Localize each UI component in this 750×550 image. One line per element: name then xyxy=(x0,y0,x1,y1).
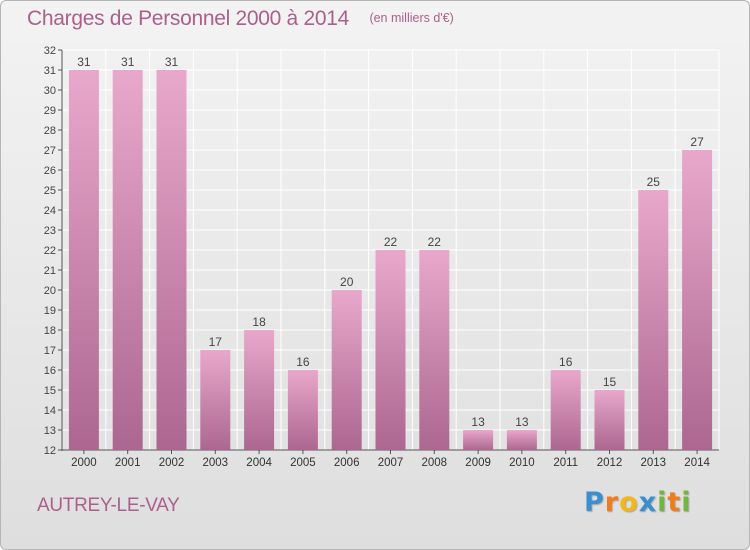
y-tick-label: 22 xyxy=(44,245,56,257)
proxiti-logo[interactable]: Proxiti xyxy=(584,487,692,518)
chart-title: Charges de Personnel 2000 à 2014 xyxy=(27,7,349,30)
logo-letter: x xyxy=(638,487,658,518)
y-tick-label: 27 xyxy=(44,145,56,157)
x-tick-label-2010: 2010 xyxy=(509,457,535,469)
y-tick-label: 31 xyxy=(44,65,56,77)
data-label-2003: 17 xyxy=(209,335,223,349)
logo-letter: t xyxy=(667,487,682,518)
x-tick-label-2008: 2008 xyxy=(422,457,448,469)
x-tick-label-2005: 2005 xyxy=(290,457,316,469)
bar-2012[interactable] xyxy=(594,390,625,450)
bar-2001[interactable] xyxy=(112,70,143,450)
x-tick-label-2000: 2000 xyxy=(71,457,97,469)
bar-2011[interactable] xyxy=(550,370,581,450)
y-tick-label: 18 xyxy=(44,325,56,337)
logo-letter: P xyxy=(584,487,605,518)
chart-unit: (en milliers d'€) xyxy=(369,11,454,25)
y-tick-label: 20 xyxy=(44,285,56,297)
x-tick-label-2009: 2009 xyxy=(465,457,491,469)
data-label-2013: 25 xyxy=(647,175,661,189)
data-label-2001: 31 xyxy=(121,55,135,69)
x-tick-labels: 2000 2001 2002 2003 2004 2005 2006 2007 2008 2009… xyxy=(71,457,710,469)
title-row: Charges de Personnel 2000 à 2014 (en mil… xyxy=(27,7,454,31)
x-tick-label-2003: 2003 xyxy=(203,457,229,469)
y-tick-label: 28 xyxy=(44,125,56,137)
commune-name: AUTREY-LE-VAY xyxy=(37,495,180,516)
y-tick-label: 17 xyxy=(44,345,56,357)
y-tick-label: 25 xyxy=(44,185,56,197)
data-label-2011: 16 xyxy=(559,355,573,369)
bars xyxy=(68,70,713,450)
y-tick-label: 19 xyxy=(44,305,56,317)
data-label-2010: 13 xyxy=(515,415,529,429)
x-tick-label-2001: 2001 xyxy=(115,457,141,469)
y-tick-label: 29 xyxy=(44,105,56,117)
bar-2002[interactable] xyxy=(156,70,187,450)
data-label-2002: 31 xyxy=(165,55,179,69)
x-tick-label-2004: 2004 xyxy=(246,457,272,469)
data-label-2004: 18 xyxy=(252,315,266,329)
x-tick-label-2014: 2014 xyxy=(684,457,710,469)
y-tick-label: 16 xyxy=(44,365,56,377)
y-tick-label: 32 xyxy=(44,45,56,57)
data-label-2000: 31 xyxy=(77,55,91,69)
logo-letter: r xyxy=(604,487,620,518)
y-tick-label: 14 xyxy=(44,405,56,417)
y-tick-label: 13 xyxy=(44,425,56,437)
y-tick-label: 23 xyxy=(44,225,56,237)
data-label-2007: 22 xyxy=(384,235,398,249)
x-tick-label-2007: 2007 xyxy=(378,457,404,469)
logo-letter: i xyxy=(681,487,692,518)
bar-2005[interactable] xyxy=(287,370,318,450)
y-tick-label: 26 xyxy=(44,165,56,177)
x-tick-label-2006: 2006 xyxy=(334,457,360,469)
x-tick-label-2011: 2011 xyxy=(553,457,578,469)
bar-2006[interactable] xyxy=(331,290,362,450)
y-tick-label: 12 xyxy=(44,445,56,457)
y-tick-label: 30 xyxy=(44,85,56,97)
bar-2008[interactable] xyxy=(419,250,450,450)
data-label-2009: 13 xyxy=(471,415,485,429)
bar-2003[interactable] xyxy=(200,350,231,450)
logo-letter: o xyxy=(619,487,639,518)
bar-2010[interactable] xyxy=(506,430,537,450)
y-tick-labels: 12 13 14 15 16 17 18 19 20 21 22 23 24 25 26 27 28 29 30 31… xyxy=(44,45,56,457)
data-label-2005: 16 xyxy=(296,355,310,369)
y-tick-label: 24 xyxy=(44,205,56,217)
logo-letter: i xyxy=(657,487,668,518)
bar-2007[interactable] xyxy=(375,250,406,450)
data-label-2012: 15 xyxy=(603,375,617,389)
x-tick-label-2002: 2002 xyxy=(159,457,185,469)
data-label-2006: 20 xyxy=(340,275,354,289)
bar-2009[interactable] xyxy=(463,430,494,450)
x-tick-label-2012: 2012 xyxy=(597,457,623,469)
x-tick-label-2013: 2013 xyxy=(641,457,667,469)
data-labels: 31 31 31 17 18 16 20 22 22 13 13 16 15 25 27 xyxy=(77,55,704,429)
data-label-2014: 27 xyxy=(690,135,704,149)
data-label-2008: 22 xyxy=(428,235,442,249)
bar-2014[interactable] xyxy=(682,150,713,450)
y-tick-label: 21 xyxy=(44,265,56,277)
y-tick-label: 15 xyxy=(44,385,56,397)
bar-2004[interactable] xyxy=(244,330,275,450)
bar-2000[interactable] xyxy=(68,70,99,450)
bar-2013[interactable] xyxy=(638,190,669,450)
